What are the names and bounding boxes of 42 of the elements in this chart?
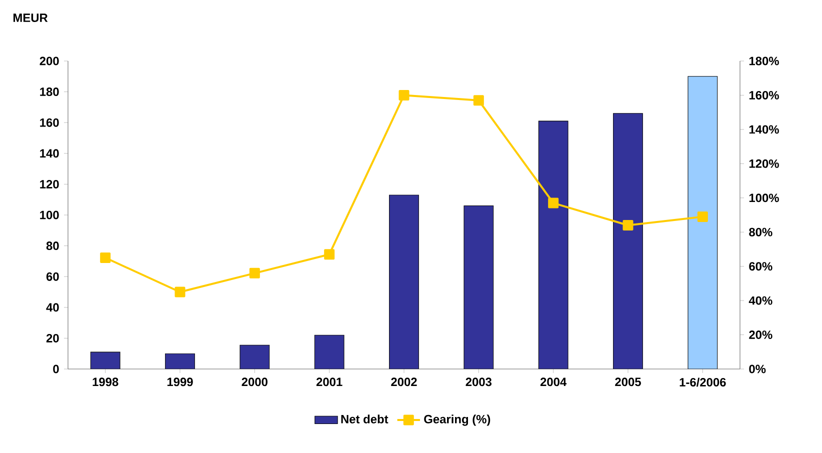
legend-label: Net debt — [341, 414, 388, 424]
y2-tick-label: 180% — [749, 56, 779, 66]
point — [697, 211, 708, 222]
legend-label: Gearing (%) — [424, 414, 490, 426]
y-tick-label: 40 — [46, 303, 59, 312]
y2-tick-label: 20% — [749, 330, 772, 340]
y-tick-label: 80 — [46, 242, 59, 250]
x-tick-label: 2001 — [316, 378, 342, 386]
y-axis-title: MEUR — [13, 14, 48, 22]
x-tick-label: 2004 — [540, 378, 567, 386]
y-tick-label: 160 — [40, 118, 59, 127]
y-tick-label: 140 — [40, 149, 59, 158]
y2-tick-label: 80% — [749, 228, 772, 236]
y2-tick-label: 100% — [749, 194, 779, 202]
point — [249, 268, 260, 278]
y-tick-label: 20 — [46, 334, 59, 342]
x-tick-label: 2000 — [242, 378, 268, 386]
y2-tick-label: 60% — [749, 262, 772, 271]
y-tick-label: 120 — [40, 180, 59, 188]
point — [398, 90, 410, 100]
y-tick-label: 180 — [40, 88, 59, 96]
point — [100, 252, 111, 264]
y2-tick-label: 0% — [749, 364, 766, 374]
x-tick-label: 2002 — [391, 378, 417, 386]
y-tick-label: 60 — [46, 272, 59, 281]
y-tick-label: 200 — [40, 56, 59, 66]
x-tick-label: 1998 — [92, 378, 118, 386]
x-tick-label: 1999 — [167, 378, 193, 386]
y2-tick-label: 120% — [749, 159, 779, 168]
y2-tick-label: 160% — [749, 90, 779, 100]
y-tick-label: 100 — [40, 210, 59, 220]
y2-tick-label: 140% — [749, 125, 779, 134]
point — [324, 249, 335, 260]
x-tick-label: 1-6/2006 — [680, 378, 726, 387]
point — [622, 220, 634, 231]
point — [174, 286, 186, 298]
point — [548, 198, 559, 208]
point — [473, 95, 484, 106]
x-tick-label: 2003 — [466, 378, 492, 386]
x-tick-label: 2005 — [615, 378, 641, 386]
y-tick-label: 0 — [53, 364, 59, 374]
y2-tick-label: 40% — [748, 296, 772, 305]
